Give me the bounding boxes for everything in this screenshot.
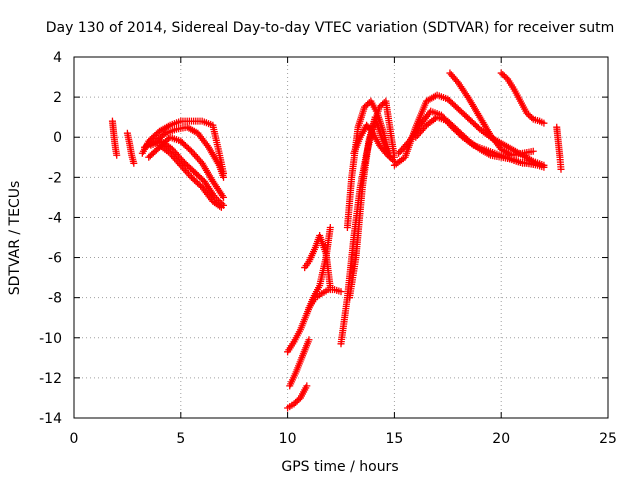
- data-point: [364, 100, 372, 108]
- data-point: [523, 109, 531, 117]
- data-point: [529, 147, 537, 155]
- data-point: [526, 112, 534, 120]
- series-track-i: [286, 336, 313, 390]
- y-tick-label: -4: [48, 210, 62, 226]
- series-track-b: [123, 129, 138, 167]
- data-point: [113, 151, 121, 159]
- data-point: [303, 382, 311, 390]
- data-point: [337, 288, 345, 296]
- y-tick-label: -12: [39, 371, 62, 387]
- data-point: [524, 111, 532, 119]
- x-tick-label: 0: [70, 431, 79, 447]
- series-track-g: [155, 141, 225, 211]
- data-point: [217, 203, 225, 211]
- series-track-l: [305, 286, 345, 312]
- data-point: [220, 193, 228, 201]
- series-track-a: [108, 117, 121, 159]
- data-point: [540, 119, 548, 127]
- data-point: [326, 223, 334, 231]
- data-point: [293, 397, 301, 405]
- x-tick-label: 25: [599, 431, 617, 447]
- x-axis-label: GPS time / hours: [281, 459, 398, 475]
- data-point: [557, 165, 565, 173]
- data-point: [497, 69, 505, 77]
- data-point: [500, 72, 508, 80]
- y-tick-label: -2: [48, 170, 62, 186]
- data-point: [130, 159, 138, 167]
- data-point: [292, 398, 300, 406]
- y-tick-label: -10: [39, 331, 62, 347]
- y-tick-label: -8: [48, 291, 62, 307]
- x-tick-label: 5: [176, 431, 185, 447]
- data-point: [528, 114, 536, 122]
- grid: [74, 57, 608, 418]
- series-track-s: [412, 113, 537, 167]
- data-point: [360, 103, 368, 111]
- data-point: [502, 74, 510, 82]
- y-tick-label: 0: [53, 130, 62, 146]
- y-axis-label: SDTVAR / TECUs: [7, 181, 23, 296]
- data-points: [108, 69, 565, 412]
- data-point: [186, 146, 194, 154]
- series-track-k: [301, 231, 334, 292]
- series-track-n: [343, 97, 394, 231]
- x-tick-label: 20: [492, 431, 510, 447]
- series-track-j: [284, 382, 311, 412]
- data-point: [499, 71, 507, 79]
- x-tick-label: 10: [279, 431, 297, 447]
- data-point: [368, 128, 376, 136]
- plot-frame: [73, 56, 609, 419]
- series-track-v: [553, 123, 565, 173]
- series-track-h: [284, 223, 334, 356]
- y-tick-label: 2: [53, 90, 62, 106]
- tick-labels: 0 5 10 15 20 25 -14 -12 -10 -8 -6 -4 -2 0 2 4: [39, 50, 617, 447]
- data-point: [362, 102, 370, 110]
- y-tick-label: -14: [39, 411, 62, 427]
- series-track-p: [350, 121, 398, 165]
- data-point: [381, 148, 389, 156]
- series-track-t: [446, 69, 537, 159]
- data-point: [529, 159, 537, 167]
- ticks: [73, 56, 609, 419]
- x-tick-label: 15: [385, 431, 403, 447]
- data-point: [220, 173, 228, 181]
- data-point: [295, 395, 303, 403]
- series-track-u: [497, 69, 548, 127]
- series-track-o: [346, 113, 392, 302]
- data-point: [305, 336, 313, 344]
- data-point: [540, 163, 548, 171]
- y-tick-label: -6: [48, 251, 62, 267]
- y-tick-label: 4: [53, 50, 62, 66]
- data-point: [379, 100, 387, 108]
- data-point: [290, 400, 298, 408]
- chart-title: Day 130 of 2014, Sidereal Day-to-day VTE…: [46, 20, 615, 36]
